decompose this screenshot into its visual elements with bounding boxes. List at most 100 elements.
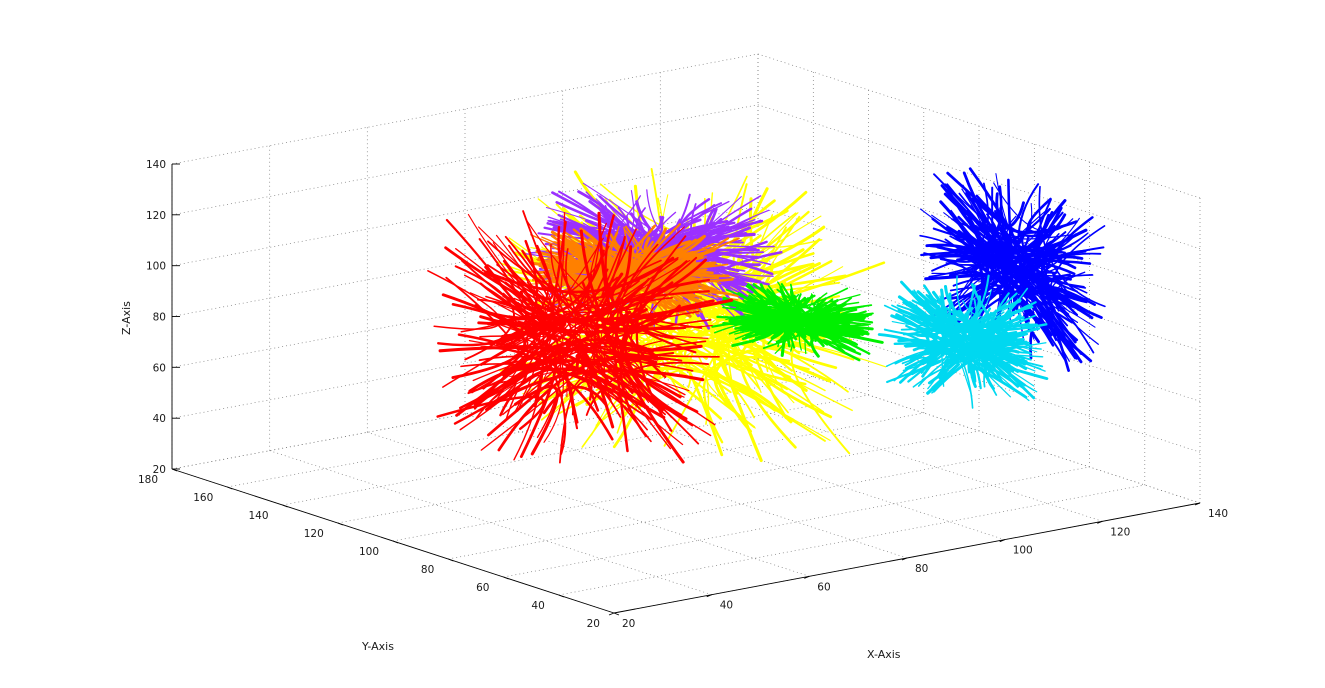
- x-tick-mark: [608, 612, 615, 616]
- fiber-streamline: [822, 339, 862, 362]
- x-tick-mark: [999, 539, 1005, 543]
- floor-grid-y: [227, 376, 814, 488]
- floor-grid-y: [503, 466, 1090, 578]
- fiber-streamline: [993, 182, 1074, 232]
- fiber-streamline: [897, 308, 977, 383]
- fiber-streamline: [482, 306, 548, 390]
- y-tick-label: 20: [587, 618, 600, 630]
- x-tick-label: 100: [1013, 545, 1033, 557]
- z-axis-label: Z-Axis: [120, 301, 133, 335]
- floor-grid-x: [464, 413, 908, 559]
- fiber-streamline: [585, 361, 710, 416]
- fiber-streamline: [495, 222, 602, 347]
- fiber-streamline: [557, 225, 687, 330]
- fiber-streamline: [812, 315, 852, 335]
- fiber-streamline: [886, 360, 942, 384]
- y-tick-mark: [282, 504, 288, 508]
- z-tick-label: 40: [153, 413, 166, 425]
- fiber-bundle: [877, 274, 1049, 409]
- z-tick-label: 140: [146, 159, 166, 171]
- fiber-streamline: [496, 263, 557, 311]
- floor-grid-y: [392, 430, 980, 542]
- y-tick-label: 80: [421, 564, 434, 576]
- z-tick-label: 80: [153, 312, 166, 324]
- ywall-grid-z: [171, 53, 759, 165]
- ywall-grid-z: [171, 104, 759, 216]
- fiber-streamline: [1025, 252, 1102, 315]
- fiber-streamline: [715, 334, 763, 463]
- y-tick-mark: [227, 486, 233, 490]
- fiber-streamline: [894, 352, 1013, 383]
- fiber-streamline: [625, 278, 711, 354]
- y-axis-label: Y-Axis: [361, 640, 394, 653]
- floor-grid-x: [562, 395, 1005, 541]
- x-tick-mark: [1097, 520, 1103, 524]
- axis-box: [171, 163, 1201, 616]
- x-tick-mark: [804, 575, 810, 579]
- fiber-streamline: [948, 270, 986, 333]
- y-tick-mark: [503, 576, 509, 580]
- fiber-streamline: [624, 368, 673, 419]
- x-tick-label: 120: [1110, 526, 1130, 538]
- fiber-streamline: [700, 225, 751, 287]
- fiber-streamline: [1032, 211, 1067, 255]
- fiber-streamline: [957, 229, 1005, 264]
- x-axis-label: X-Axis: [867, 648, 901, 661]
- fiber-streamline: [741, 328, 861, 333]
- fiber-streamline: [543, 271, 672, 450]
- floor-grid-x: [269, 450, 712, 596]
- fiber-streamline: [994, 216, 1050, 287]
- fiber-streamline: [780, 307, 798, 357]
- fiber-streamline: [609, 337, 629, 453]
- ywall-grid-z: [171, 155, 759, 267]
- fiber-streamline: [747, 295, 804, 326]
- x-tick-label: 140: [1208, 508, 1228, 520]
- xwall-grid-z: [757, 104, 1201, 250]
- x-tick-mark: [706, 594, 712, 598]
- fiber-streamline: [615, 351, 675, 363]
- y-tick-label: 180: [138, 474, 158, 486]
- fiber-streamline: [522, 210, 604, 373]
- y-tick-mark: [558, 594, 564, 598]
- fiber-streamline: [993, 257, 1013, 312]
- fiber-streamline: [995, 173, 1040, 244]
- x-tick-label: 60: [817, 581, 830, 593]
- fiber-streamline: [454, 265, 515, 361]
- fiber-streamline: [916, 274, 990, 332]
- fiber-streamline: [601, 228, 637, 298]
- z-tick-label: 100: [146, 261, 166, 273]
- fiber-bundle: [427, 210, 734, 464]
- fiber-streamline: [519, 290, 734, 322]
- fiber-streamline: [508, 244, 698, 307]
- fiber-streamline: [1048, 225, 1106, 325]
- fiber-streamline: [901, 356, 930, 374]
- fiber-streamline: [957, 215, 1088, 303]
- fiber-streamline: [928, 213, 1000, 278]
- x-tick-mark: [1194, 502, 1201, 506]
- y-tick-label: 100: [359, 546, 379, 558]
- fiber-streamline: [688, 333, 855, 370]
- z-tick-label: 120: [146, 210, 166, 222]
- y-tick-mark: [392, 540, 399, 544]
- fiber-streamline: [475, 318, 712, 420]
- fiber-streamline: [486, 317, 537, 350]
- fiber-streamline: [937, 331, 1018, 378]
- y-tick-label: 40: [531, 600, 544, 612]
- fiber-streamline: [644, 340, 720, 358]
- fiber-streamline: [768, 290, 813, 309]
- tick-labels: 20 40 60 80 100 120 140 20 40 60 80 100 120 140 160 180…: [138, 159, 1228, 630]
- floor-grid-y: [282, 394, 869, 506]
- fiber-streamline: [817, 292, 860, 307]
- fiber-streamline: [1038, 185, 1106, 308]
- fiber-streamline: [748, 294, 814, 315]
- floor-grid-y: [448, 448, 1035, 560]
- fiber-streamline: [1026, 197, 1055, 234]
- fiber-streamline: [896, 304, 958, 323]
- fiber-streamline: [795, 308, 861, 331]
- fiber-streamline: [512, 356, 560, 372]
- x-tick-label: 20: [622, 618, 635, 630]
- z-tick-label: 60: [153, 362, 166, 374]
- fiber-streamline: [761, 293, 861, 307]
- y-tick-label: 60: [476, 582, 489, 594]
